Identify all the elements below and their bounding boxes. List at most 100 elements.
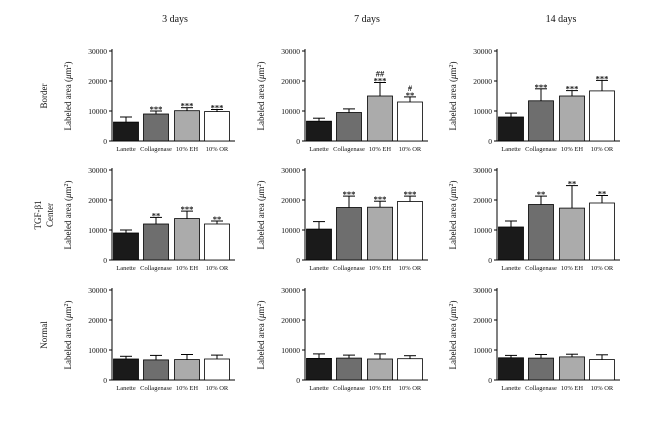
bar (143, 223, 169, 261)
y-axis-label: Labeled area (μm2) (63, 300, 73, 369)
bar (589, 202, 615, 261)
bar (589, 90, 615, 142)
bar (528, 357, 554, 381)
x-category-label: 10% OR (591, 385, 614, 392)
row-header: TGF-β1 (33, 200, 43, 229)
x-category-label: 10% OR (591, 146, 614, 153)
column-header: 7 days (354, 14, 380, 25)
y-axis-label-part: μ (63, 74, 73, 80)
y-axis-label-part: m (448, 186, 458, 193)
y-axis-label-part: m (448, 306, 458, 313)
y-axis-label-part: m (256, 186, 266, 193)
chart-panel: Labeled area (μm2) 0 10000 20000 30000 Lanett… (63, 286, 235, 392)
y-axis-label: Labeled area (μm2) (448, 180, 458, 249)
x-category-label: Collagenase (333, 265, 365, 272)
significance-annotation: *** (566, 84, 579, 94)
bar (174, 359, 200, 381)
y-axis-label-part: μ (256, 313, 266, 319)
y-axis-label-part: Labeled area ( (63, 318, 73, 369)
y-axis-label-part: 2 (64, 64, 70, 67)
x-category-label: Lanette (501, 146, 521, 153)
row-header: Normal (39, 321, 49, 349)
y-axis-label-part: Labeled area ( (448, 79, 458, 130)
bar (397, 201, 423, 261)
y-axis-label-part: μ (63, 193, 73, 199)
x-category-label: 10% EH (176, 385, 199, 392)
y-axis-label-part: ) (448, 300, 458, 303)
y-tick-label: 10000 (88, 346, 107, 355)
y-tick-label: 0 (296, 376, 300, 385)
y-axis-label: Labeled area (μm2) (63, 61, 73, 130)
chart-panel: Labeled area (μm2) 0 10000 20000 30000 Lanett… (448, 166, 620, 272)
y-tick-label: 0 (488, 137, 492, 146)
bar (559, 356, 585, 381)
bar (306, 120, 332, 142)
significance-annotation: ** (598, 189, 607, 199)
y-axis-label-part: Labeled area ( (448, 198, 458, 249)
bar (397, 358, 423, 381)
significance-annotation: ** (213, 214, 222, 224)
y-axis-label-part: ) (448, 61, 458, 64)
x-category-label: 10% OR (399, 385, 422, 392)
bar (174, 218, 200, 261)
bar (367, 206, 393, 261)
x-category-label: Collagenase (525, 265, 557, 272)
x-category-label: 10% EH (369, 385, 392, 392)
chart-panel: Labeled area (μm2) 0 10000 20000 30000 Lanett… (256, 47, 428, 153)
x-category-label: Lanette (116, 385, 136, 392)
y-axis-label-part: ) (63, 180, 73, 183)
y-tick-label: 0 (103, 376, 107, 385)
x-category-label: Lanette (309, 265, 329, 272)
significance-annotation: *** (374, 194, 387, 204)
y-axis-label-part: μ (256, 193, 266, 199)
x-category-label: 10% EH (561, 385, 584, 392)
y-tick-label: 10000 (88, 226, 107, 235)
y-tick-label: 10000 (281, 226, 300, 235)
y-axis-label-part: Labeled area ( (256, 198, 266, 249)
x-category-label: Collagenase (333, 385, 365, 392)
x-category-label: 10% EH (369, 146, 392, 153)
y-axis-label-part: μ (448, 193, 458, 199)
x-category-label: Collagenase (525, 146, 557, 153)
chart-panel: Labeled area (μm2) 0 10000 20000 30000 Lanett… (256, 286, 428, 392)
chart-panel: Labeled area (μm2) 0 10000 20000 30000 Lanett… (63, 47, 235, 153)
y-axis-label: Labeled area (μm2) (448, 300, 458, 369)
y-axis-label-part: m (63, 306, 73, 313)
y-tick-label: 30000 (281, 166, 300, 175)
x-category-label: 10% EH (176, 146, 199, 153)
x-category-label: Lanette (501, 265, 521, 272)
bar (306, 357, 332, 381)
y-axis-label-part: Labeled area ( (256, 318, 266, 369)
significance-annotation: *** (596, 73, 609, 83)
y-axis-label: Labeled area (μm2) (63, 180, 73, 249)
significance-annotation: ** (406, 90, 415, 100)
y-tick-label: 10000 (281, 107, 300, 116)
bar (528, 204, 554, 261)
y-tick-label: 20000 (281, 316, 300, 325)
significance-annotation: *** (343, 189, 356, 199)
y-tick-label: 20000 (473, 77, 492, 86)
x-category-label: Lanette (116, 146, 136, 153)
y-tick-label: 30000 (473, 286, 492, 295)
y-axis-label-part: 2 (449, 303, 455, 306)
x-category-label: 10% EH (561, 265, 584, 272)
significance-annotation: *** (181, 101, 194, 111)
significance-annotation: ** (152, 210, 161, 220)
y-tick-label: 30000 (281, 286, 300, 295)
y-tick-label: 30000 (88, 166, 107, 175)
y-tick-label: 20000 (88, 77, 107, 86)
y-tick-label: 30000 (281, 47, 300, 56)
bar (204, 358, 230, 381)
x-category-label: Collagenase (140, 265, 172, 272)
chart-panel: Labeled area (μm2) 0 10000 20000 30000 Lanett… (256, 166, 428, 272)
bar (559, 207, 585, 261)
x-category-label: Collagenase (140, 146, 172, 153)
y-tick-label: 10000 (473, 226, 492, 235)
y-axis-label-part: m (448, 67, 458, 74)
column-header: 14 days (546, 14, 577, 25)
y-tick-label: 0 (296, 137, 300, 146)
x-category-label: 10% OR (206, 146, 229, 153)
y-axis-label-part: Labeled area ( (448, 318, 458, 369)
y-axis-label-part: m (256, 67, 266, 74)
x-category-label: 10% EH (561, 146, 584, 153)
